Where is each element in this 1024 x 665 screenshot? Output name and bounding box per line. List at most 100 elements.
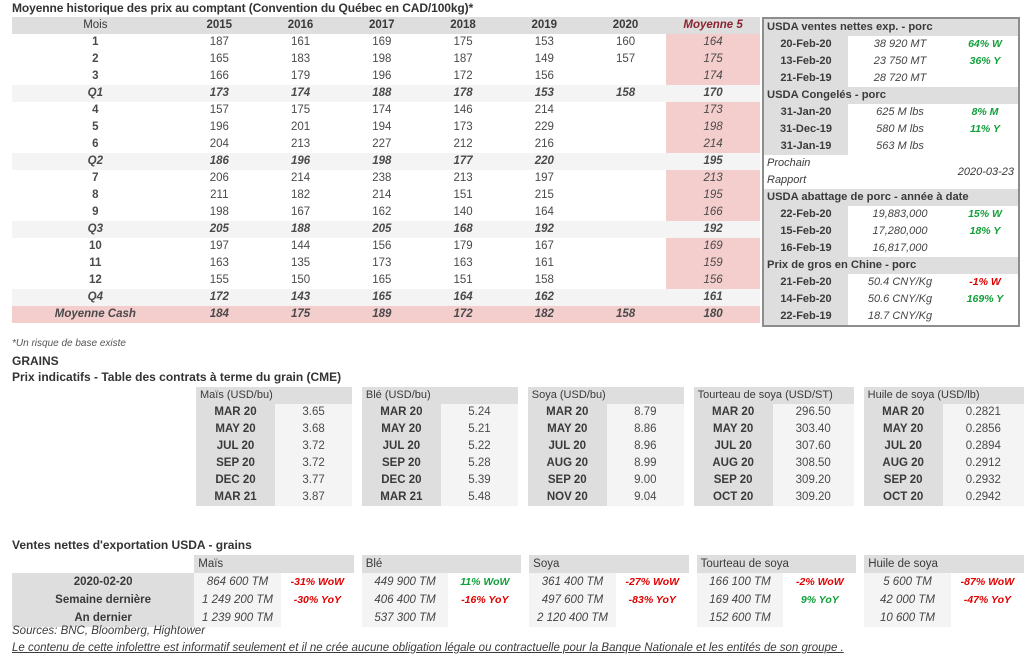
cash-cell-value: 172 (453, 70, 473, 82)
cash-cell-value: 172 (178, 289, 260, 306)
export-change-cell: -16% YoY (448, 591, 522, 609)
cash-cell-value: 189 (341, 306, 423, 323)
cash-cell-value: 140 (453, 206, 473, 218)
usda-data-row: 22-Feb-19 18.7 CNY/Kg (764, 308, 1018, 325)
cash-cell-value: 177 (422, 153, 504, 170)
cash-cell-value: 238 (372, 172, 392, 184)
futures-price-cell: 3.65 (275, 404, 353, 421)
futures-spacer (853, 455, 864, 472)
cash-cell-value: 198 (372, 53, 392, 65)
disclaimer-link[interactable]: Le contenu de cette infolettre est infor… (12, 642, 844, 654)
table-row: Q4 172 143 165 164 162 161 (12, 289, 760, 306)
usda-data-row: 20-Feb-20 38 920 MT 64% W (764, 36, 1018, 53)
table-row: Q1 173 174 188 178 153 158 170 (12, 85, 760, 102)
table-row: 12 155 150 165 151 158 156 (12, 272, 760, 289)
table-row: MAR 20 3.65 MAR 20 5.24 MAR 20 8.79 MAR 20 296.… (196, 404, 1024, 421)
usda-panel-table: USDA ventes nettes exp. - porc 20-Feb-20 3… (764, 19, 1018, 325)
usda-change-cell (952, 240, 1018, 257)
futures-month-cell: JUL 20 (196, 438, 276, 455)
grain-futures-table: Maïs (USD/bu) Blé (USD/bu) Soya (USD/bu) To… (196, 387, 1024, 506)
export-value-cell: 537 300 TM (361, 609, 449, 627)
futures-spacer (352, 421, 362, 438)
cash-cell-value: 158 (534, 274, 554, 286)
futures-price-cell: 5.21 (440, 421, 518, 438)
export-change-cell (280, 609, 354, 627)
cash-cell-value (585, 255, 666, 272)
cash-cell-value: 163 (209, 257, 229, 269)
cash-cell-value: 214 (290, 172, 311, 184)
export-value-cell: 152 600 TM (696, 609, 784, 627)
export-value-cell: 449 900 TM (361, 573, 449, 591)
table-row: Semaine dernière 1 249 200 TM -30% YoY 406 … (12, 591, 1024, 609)
usda-data-row: 22-Feb-20 19,883,000 15% W (764, 206, 1018, 223)
cash-cell-moyenne5: 195 (666, 187, 760, 204)
cash-cell-value: 166 (209, 70, 229, 82)
export-body: Maïs Blé Soya Tourteau de soya Huile de soya… (12, 555, 1024, 627)
cash-cell-value: 220 (503, 153, 585, 170)
cash-cell-value: 149 (534, 53, 554, 65)
cash-cell-value: 175 (259, 306, 342, 323)
cash-cell-value: 182 (503, 306, 585, 323)
futures-spacer (683, 404, 694, 421)
cash-cell-value (585, 119, 666, 136)
cash-col-header-year: 2019 (503, 17, 585, 34)
export-spacer (353, 591, 362, 609)
usda-date-cell: 31-Jan-20 (764, 104, 848, 121)
futures-price-cell: 0.2932 (942, 472, 1024, 489)
usda-value-cell: 16,817,000 (872, 242, 928, 254)
futures-month-cell: MAR 20 (361, 404, 441, 421)
futures-spacer (683, 489, 694, 506)
cash-cell-value: 162 (372, 206, 392, 218)
usda-data-row: 31-Dec-19 580 M lbs 11% Y (764, 121, 1018, 138)
futures-spacer (853, 489, 864, 506)
cash-cell-value (585, 204, 666, 221)
futures-spacer (683, 455, 694, 472)
cash-cell-value: 143 (259, 289, 342, 306)
table-row: 2 165 183 198 187 149 157 175 (12, 51, 760, 68)
cash-cell-value: 215 (534, 189, 554, 201)
table-row: MAY 20 3.68 MAY 20 5.21 MAY 20 8.86 MAY 20 303.… (196, 421, 1024, 438)
futures-price-cell: 5.39 (440, 472, 518, 489)
export-change-cell: -83% YoY (615, 591, 689, 609)
export-change-cell: -27% WoW (615, 573, 689, 591)
cash-cell-period: 6 (92, 138, 99, 150)
futures-header-row: Maïs (USD/bu) Blé (USD/bu) Soya (USD/bu) To… (196, 387, 1024, 404)
futures-month-cell: SEP 20 (863, 472, 943, 489)
futures-month-cell: AUG 20 (693, 455, 773, 472)
futures-spacer (853, 421, 864, 438)
cash-col-header-moyenne5: Moyenne 5 (666, 17, 760, 34)
futures-month-cell: MAR 21 (196, 489, 276, 506)
export-value-cell: 5 600 TM (864, 573, 951, 591)
export-spacer (688, 573, 697, 591)
futures-spacer (683, 438, 694, 455)
usda-date-cell: 15-Feb-20 (764, 223, 848, 240)
export-spacer (688, 555, 697, 573)
usda-section-header: USDA abattage de porc - année à date (764, 189, 1018, 206)
cash-cell-value: 179 (453, 240, 473, 252)
futures-price-cell: 307.60 (772, 438, 854, 455)
futures-month-cell: MAR 20 (863, 404, 943, 421)
table-row: 7 206 214 238 213 197 213 (12, 170, 760, 187)
futures-month-cell: SEP 20 (527, 472, 607, 489)
usda-value-cell: 23 750 MT (873, 55, 927, 67)
cash-cell-moyenne5: 198 (666, 119, 760, 136)
futures-price-cell: 0.2821 (942, 404, 1024, 421)
futures-spacer (683, 387, 694, 404)
futures-month-cell: JUL 20 (527, 438, 607, 455)
usda-change-cell: 15% W (968, 208, 1002, 220)
cash-cell-value: 192 (503, 221, 585, 238)
futures-price-cell: 5.28 (440, 455, 518, 472)
futures-month-cell: JUL 20 (863, 438, 943, 455)
cash-cell-value: 211 (210, 189, 229, 201)
cash-cell-value: 184 (178, 306, 260, 323)
export-change-cell: -31% WoW (280, 573, 354, 591)
cash-cell-value: 196 (259, 153, 342, 170)
cash-cell-moyenne5: 170 (666, 85, 760, 102)
futures-month-cell: OCT 20 (693, 489, 773, 506)
usda-value-cell: 38 920 MT (873, 38, 927, 50)
usda-value-cell: 50.6 CNY/Kg (867, 293, 933, 305)
usda-data-row: 15-Feb-20 17,280,000 18% Y (764, 223, 1018, 240)
cash-cell-value: 168 (422, 221, 504, 238)
cash-cell-value: 205 (341, 221, 423, 238)
